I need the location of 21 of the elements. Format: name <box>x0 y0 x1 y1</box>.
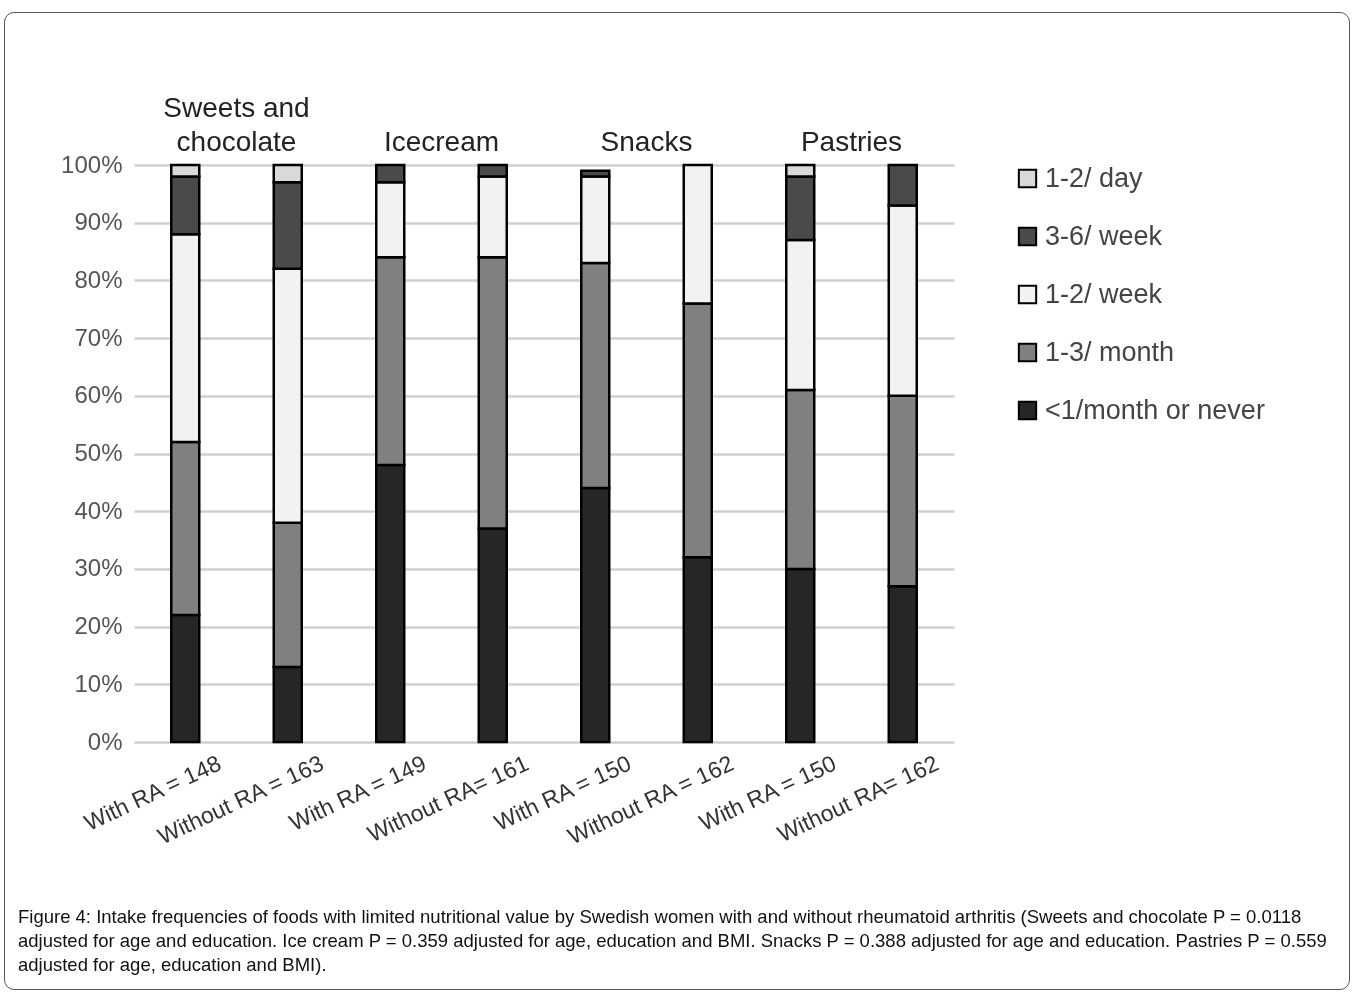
text: Pastries <box>800 126 903 157</box>
caption: Figure 4: Intake frequencies of foods with limited nutritional value by Swedish women with and without rheumatoid arthritis (Sweets and chocolate P = 0.0118 adjusted for age and education. Ice cream P = 0.359 adjusted for age, education and BMI. Snacks P = 0.388 adjusted for age and education. Pastries P = 0.559 adjusted for age, education and BMI). <box>18 905 1328 977</box>
y-tick-label: 60% <box>74 381 123 409</box>
y-tick-label: 30% <box>74 554 123 582</box>
text: Sweets and chocolate <box>163 92 310 157</box>
legend-label: 1-3/ month <box>1045 336 1175 367</box>
y-tick-label: 10% <box>74 669 123 697</box>
y-tick-label: 90% <box>74 208 123 236</box>
y-tick-label: 80% <box>74 265 123 293</box>
y-tick-label: 0% <box>87 727 123 755</box>
legend-label: 1-2/ day <box>1045 162 1144 193</box>
text: Icecream <box>383 126 500 157</box>
y-tick-label: 100% <box>61 150 123 178</box>
y-tick-label: 70% <box>74 323 123 351</box>
legend-label: 1-2/ week <box>1045 278 1163 309</box>
y-tick-label: 20% <box>74 612 123 640</box>
text: Snacks <box>600 126 693 157</box>
legend-label: 3-6/ week <box>1045 220 1163 251</box>
legend-label: <1/month or never <box>1045 394 1265 425</box>
y-tick-label: 40% <box>74 496 123 524</box>
y-tick-label: 50% <box>74 439 123 466</box>
